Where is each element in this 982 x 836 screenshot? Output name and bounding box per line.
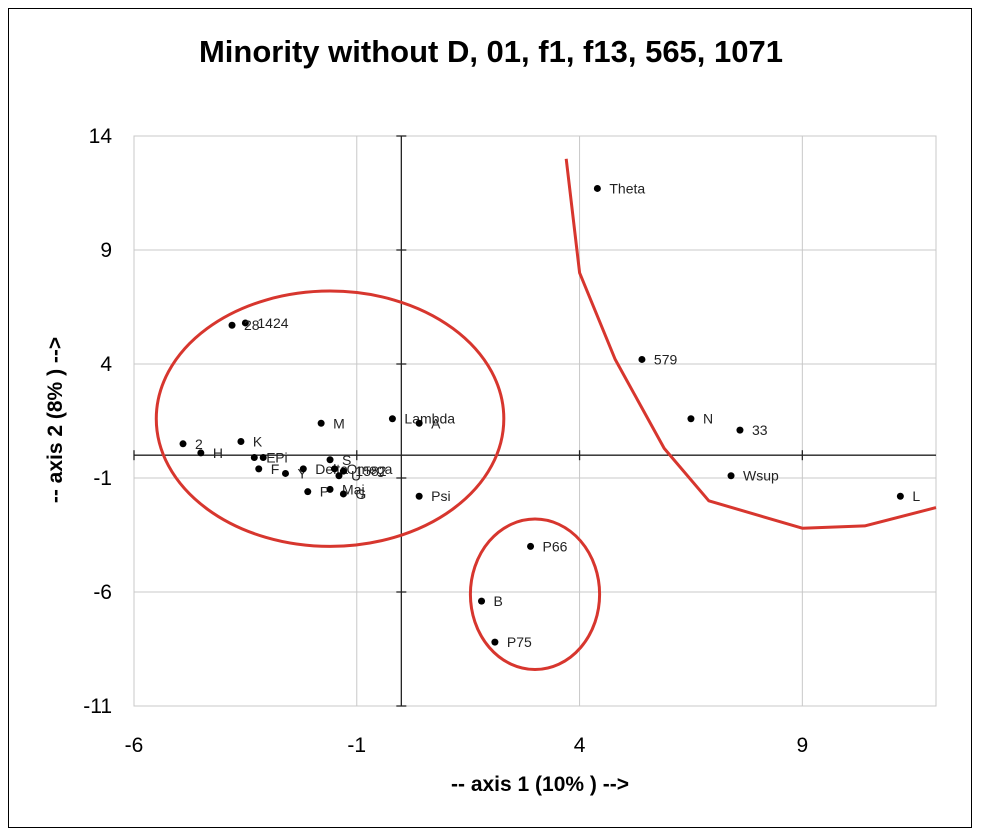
data-point-label: U bbox=[351, 468, 361, 484]
x-axis-title: -- axis 1 (10% ) --> bbox=[451, 773, 629, 796]
data-point-label: 33 bbox=[752, 422, 768, 438]
data-point-label: E bbox=[266, 449, 275, 465]
data-point bbox=[727, 472, 735, 480]
data-point-label: Y bbox=[297, 465, 307, 481]
y-tick-label: 9 bbox=[100, 239, 112, 262]
data-point-label: Pi bbox=[275, 449, 287, 465]
zero-axes bbox=[133, 135, 936, 707]
y-tick-label: -6 bbox=[93, 581, 112, 604]
data-point bbox=[415, 492, 423, 500]
data-point-label: P bbox=[320, 484, 329, 500]
data-point bbox=[228, 321, 236, 329]
data-point-label: M bbox=[333, 415, 345, 431]
y-tick-label: 4 bbox=[100, 353, 112, 376]
data-point bbox=[527, 542, 535, 550]
data-point bbox=[259, 453, 267, 461]
y-tick-label: -1 bbox=[93, 467, 112, 490]
data-point-label: 1582 bbox=[355, 463, 386, 479]
data-point bbox=[415, 419, 423, 427]
data-point bbox=[491, 638, 499, 646]
data-point-label: K bbox=[253, 434, 263, 450]
data-point bbox=[326, 456, 334, 464]
data-point bbox=[335, 472, 343, 480]
data-point-label: H bbox=[213, 445, 223, 461]
data-point-label: Omega bbox=[347, 461, 393, 477]
tick-labels: -6 -1 4 9 14 9 4 -1 -6 -11 bbox=[83, 125, 808, 757]
data-point-label: F bbox=[271, 461, 280, 477]
y-tick-label: -11 bbox=[83, 695, 112, 718]
data-point-label: Psi bbox=[431, 488, 450, 504]
data-point bbox=[326, 485, 334, 493]
chart-title: Minority without D, 01, f1, f13, 565, 10… bbox=[198, 34, 783, 69]
data-point bbox=[237, 438, 245, 446]
data-point bbox=[388, 415, 396, 423]
plot-area-border bbox=[133, 135, 937, 707]
y-tick-label: 14 bbox=[89, 125, 113, 148]
data-point bbox=[331, 465, 338, 473]
data-point bbox=[736, 426, 744, 434]
data-point-label: A bbox=[431, 415, 441, 431]
data-point-label: N bbox=[703, 411, 713, 427]
data-point-label: 28 bbox=[244, 317, 260, 333]
highlight-ellipse bbox=[468, 517, 602, 672]
data-point-label: 579 bbox=[654, 351, 678, 367]
grid-lines bbox=[133, 135, 937, 707]
data-point bbox=[255, 465, 263, 473]
data-point bbox=[593, 184, 601, 192]
data-point bbox=[687, 415, 695, 423]
data-point bbox=[478, 597, 486, 605]
data-point bbox=[896, 492, 904, 500]
data-point bbox=[638, 355, 646, 363]
data-point bbox=[339, 467, 347, 475]
data-point bbox=[339, 490, 347, 498]
data-point-label: L bbox=[912, 488, 920, 504]
data-point-label: G bbox=[355, 486, 366, 502]
x-tick-label: -6 bbox=[125, 734, 144, 757]
data-point bbox=[299, 465, 307, 473]
data-point-label: Maj bbox=[342, 481, 365, 497]
data-point bbox=[197, 449, 205, 457]
data-point-label: P75 bbox=[507, 634, 532, 650]
x-tick-label: -1 bbox=[347, 734, 366, 757]
x-tick-label: 9 bbox=[796, 734, 808, 757]
data-point bbox=[250, 453, 258, 461]
data-point-label: Wsup bbox=[743, 468, 779, 484]
data-point-label: 1424 bbox=[257, 315, 288, 331]
data-point-label: 2 bbox=[195, 436, 203, 452]
data-point bbox=[179, 440, 187, 448]
boundary-curve bbox=[564, 158, 937, 530]
data-point-label: Lambda bbox=[404, 411, 455, 427]
highlight-ellipse bbox=[154, 289, 506, 548]
chart-frame bbox=[8, 8, 972, 828]
data-point bbox=[281, 469, 289, 477]
data-point-label: B bbox=[494, 593, 503, 609]
data-point-label: S bbox=[342, 452, 351, 468]
highlight-shapes bbox=[154, 158, 937, 672]
data-point-label: P66 bbox=[543, 538, 568, 554]
x-tick-label: 4 bbox=[574, 734, 586, 757]
data-point bbox=[304, 488, 312, 496]
data-point-label: Theta bbox=[609, 180, 645, 196]
data-point bbox=[317, 419, 325, 427]
data-point bbox=[241, 319, 249, 327]
